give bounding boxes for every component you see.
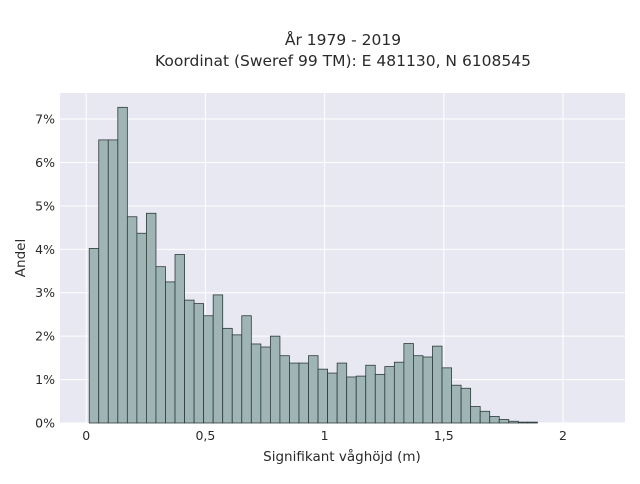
histogram-bar[interactable] bbox=[355, 375, 367, 424]
y-tick-label: 7% bbox=[35, 112, 55, 127]
histogram-bar[interactable] bbox=[146, 212, 157, 424]
histogram-bar[interactable] bbox=[432, 345, 443, 424]
histogram-bar[interactable] bbox=[279, 355, 290, 424]
histogram-bar[interactable] bbox=[317, 368, 329, 424]
histogram-bar[interactable] bbox=[241, 315, 252, 424]
histogram-bar[interactable] bbox=[289, 362, 300, 424]
y-tick-label: 6% bbox=[35, 155, 55, 170]
histogram-bar[interactable] bbox=[336, 362, 348, 424]
histogram-bar[interactable] bbox=[174, 254, 185, 424]
y-axis-label: Andel bbox=[13, 239, 29, 277]
chart-title-line-2: Koordinat (Sweref 99 TM): E 481130, N 61… bbox=[155, 52, 531, 70]
histogram-bar[interactable] bbox=[222, 327, 233, 424]
histogram-bar[interactable] bbox=[193, 303, 205, 424]
histogram-bar[interactable] bbox=[479, 410, 491, 424]
histogram-bar[interactable] bbox=[384, 366, 395, 424]
histogram-bar[interactable] bbox=[327, 372, 338, 424]
histogram-bar[interactable] bbox=[107, 139, 119, 424]
x-tick-label: 0 bbox=[82, 428, 90, 443]
histogram-bar[interactable] bbox=[413, 355, 424, 424]
histogram-bar[interactable] bbox=[231, 334, 243, 424]
x-tick-label: 2 bbox=[559, 428, 567, 443]
y-tick-labels: 0% 1% 2% 3% 4% 5% 6% 7% bbox=[35, 112, 55, 431]
y-tick-label: 4% bbox=[35, 242, 55, 257]
histogram-bar[interactable] bbox=[403, 343, 414, 424]
histogram-bar[interactable] bbox=[517, 421, 529, 424]
histogram-bar[interactable] bbox=[498, 419, 510, 424]
histogram-bar[interactable] bbox=[346, 376, 357, 424]
histogram-bar[interactable] bbox=[470, 406, 481, 424]
histogram-bar[interactable] bbox=[269, 335, 281, 424]
histogram-bar[interactable] bbox=[88, 248, 100, 424]
histogram-bar[interactable] bbox=[308, 355, 319, 424]
histogram-bar[interactable] bbox=[460, 387, 472, 424]
histogram-bar[interactable] bbox=[489, 416, 500, 424]
histogram-bar[interactable] bbox=[393, 361, 405, 424]
histogram-bar[interactable] bbox=[136, 232, 147, 424]
histogram-bar[interactable] bbox=[203, 315, 214, 424]
x-axis-label: Signifikant våghöjd (m) bbox=[263, 448, 421, 465]
histogram-bar[interactable] bbox=[155, 266, 166, 424]
histogram-bar[interactable] bbox=[165, 281, 176, 424]
y-tick-label: 1% bbox=[35, 372, 55, 387]
histogram-bar[interactable] bbox=[260, 346, 271, 424]
bars bbox=[88, 106, 538, 424]
y-tick-label: 3% bbox=[35, 285, 55, 300]
histogram-bar[interactable] bbox=[184, 299, 195, 424]
y-tick-label: 5% bbox=[35, 198, 55, 213]
histogram-bar[interactable] bbox=[451, 384, 462, 424]
histogram-bar[interactable] bbox=[441, 367, 452, 424]
histogram-bar[interactable] bbox=[422, 356, 433, 424]
histogram-bar[interactable] bbox=[374, 373, 386, 424]
histogram-bar[interactable] bbox=[298, 362, 309, 424]
histogram-bar[interactable] bbox=[98, 139, 109, 424]
histogram-bar[interactable] bbox=[212, 294, 224, 424]
histogram-bar[interactable] bbox=[365, 364, 376, 424]
chart-title-line-1: År 1979 - 2019 bbox=[285, 30, 401, 49]
x-tick-label: 1,5 bbox=[434, 428, 454, 443]
x-tick-label: 0,5 bbox=[195, 428, 215, 443]
y-tick-label: 2% bbox=[35, 329, 55, 344]
histogram-bar[interactable] bbox=[250, 343, 262, 424]
y-tick-label: 0% bbox=[35, 416, 55, 431]
histogram-bar[interactable] bbox=[126, 216, 138, 424]
x-tick-labels: 0 0,5 1 1,5 2 bbox=[82, 428, 567, 443]
histogram-bar[interactable] bbox=[527, 421, 538, 424]
histogram-bar[interactable] bbox=[117, 106, 128, 424]
x-tick-label: 1 bbox=[321, 428, 329, 443]
histogram-bar[interactable] bbox=[508, 420, 519, 424]
